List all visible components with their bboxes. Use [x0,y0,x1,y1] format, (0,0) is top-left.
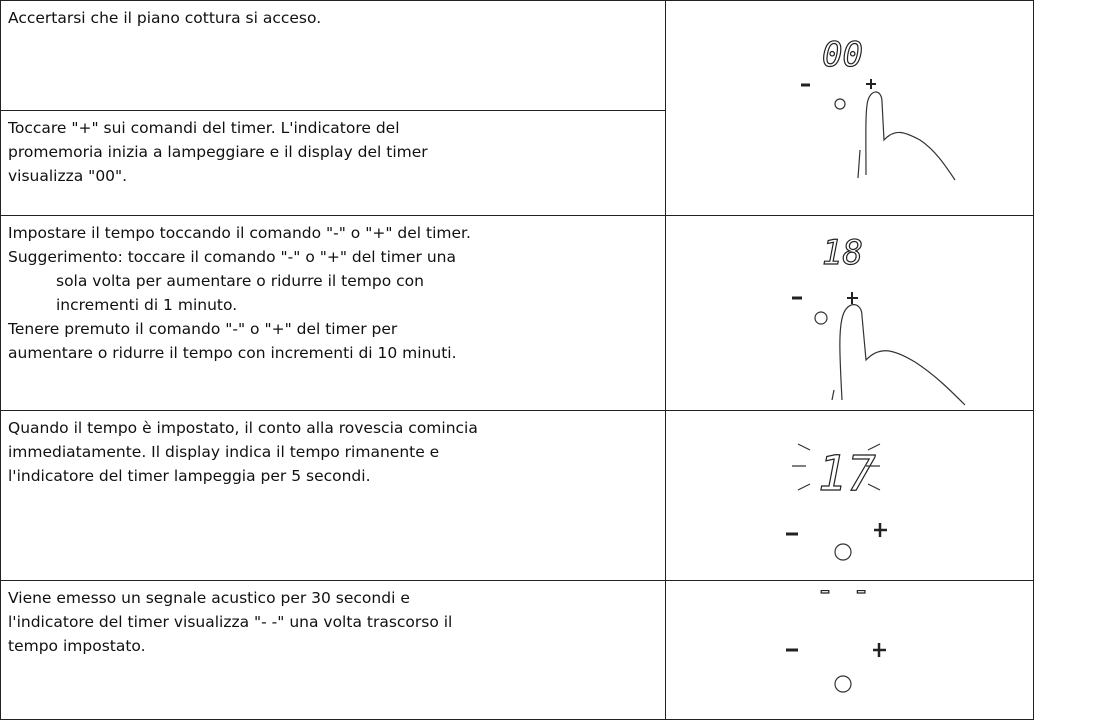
text-line: sola volta per aumentare o ridurre il te… [56,272,424,290]
timer-display: 17 [818,446,876,502]
plus-icon [866,79,876,89]
paragraph: Tenere premuto il comando "-" o "+" del … [8,317,658,365]
text-line: promemoria inizia a lampeggiare e il dis… [8,143,428,161]
text-line: visualizza "00". [8,167,128,185]
text-line: aumentare o ridurre il tempo con increme… [8,344,457,362]
plus-icon [873,643,886,657]
text-line: l'indicatore del timer lampeggia per 5 s… [8,467,371,485]
paragraph: Suggerimento: toccare il comando "-" o "… [8,245,658,317]
paragraph: Accertarsi che il piano cottura si acces… [8,6,658,30]
clock-icon [834,675,852,693]
text-cell: Viene emesso un segnale acustico per 30 … [0,580,666,720]
timer-display: 18 [822,233,863,273]
text-line: Suggerimento: toccare il comando "-" o "… [8,248,456,266]
text-line: Tenere premuto il comando "-" o "+" del … [8,320,398,338]
blink-rays [792,443,881,491]
paragraph: Quando il tempo è impostato, il conto al… [8,416,658,488]
paragraph: Impostare il tempo toccando il comando "… [8,221,658,245]
text-line: immediatamente. Il display indica il tem… [8,443,440,461]
hand [857,91,956,181]
clock-icon [834,543,852,561]
plus-icon [847,292,858,304]
clock-icon [814,311,828,325]
timer-display: - - [816,573,870,608]
text-line: Impostare il tempo toccando il comando "… [8,224,471,242]
text-cell: Toccare "+" sui comandi del timer. L'ind… [0,110,666,216]
text-line: Accertarsi che il piano cottura si acces… [8,9,322,27]
paragraph: Viene emesso un segnale acustico per 30 … [8,586,658,658]
text-line: Toccare "+" sui comandi del timer. L'ind… [8,119,400,137]
timer-display: 00 [822,35,863,75]
paragraph: Toccare "+" sui comandi del timer. L'ind… [8,116,658,188]
plus-icon [874,523,887,537]
text-line: incrementi di 1 minuto. [56,296,238,314]
hand [831,304,966,406]
text-line: Viene emesso un segnale acustico per 30 … [8,589,410,607]
text-line: Quando il tempo è impostato, il conto al… [8,419,478,437]
text-line: l'indicatore del timer visualizza "- -" … [8,613,453,631]
text-line: tempo impostato. [8,637,146,655]
clock-icon [834,98,846,110]
